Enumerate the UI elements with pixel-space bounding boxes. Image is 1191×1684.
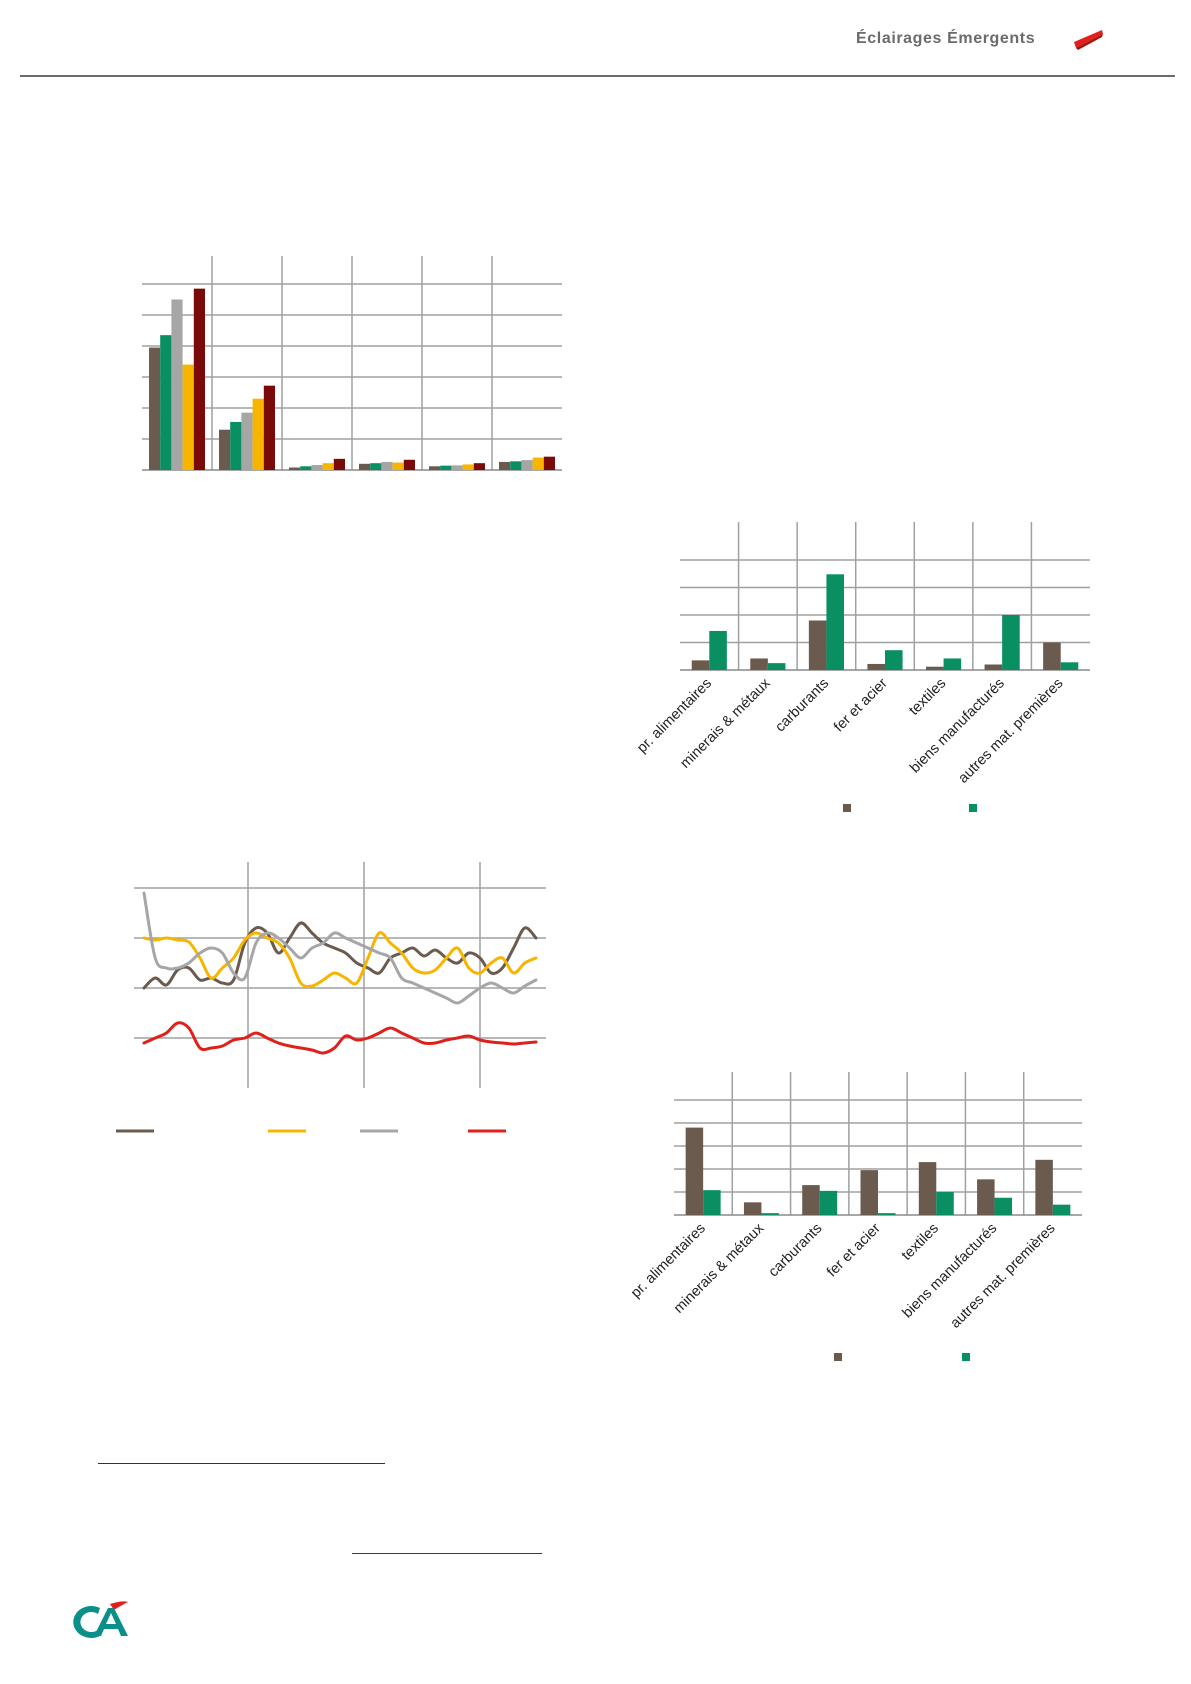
- bar: [761, 1213, 779, 1215]
- x-tick-label: autres mat. premières: [948, 1221, 1059, 1332]
- bar: [703, 1190, 721, 1215]
- bar: [926, 666, 944, 670]
- bar: [532, 457, 544, 470]
- bar: [977, 1179, 995, 1215]
- bar: [1002, 615, 1020, 670]
- bar: [149, 347, 161, 470]
- bar: [451, 465, 463, 470]
- series-line: [142, 891, 538, 1005]
- bar: [867, 663, 885, 670]
- legend-marker: [969, 804, 977, 812]
- bar: [241, 412, 253, 470]
- series-line: [142, 931, 538, 988]
- bar: [885, 650, 903, 670]
- bar: [429, 466, 441, 470]
- x-tick-label: minerais & métaux: [671, 1220, 768, 1317]
- bar: [160, 335, 172, 470]
- x-tick-label: fer et acier: [831, 675, 891, 735]
- x-tick-label: biens manufacturés: [907, 676, 1008, 777]
- bar: [311, 465, 323, 470]
- bar: [359, 463, 371, 470]
- bar: [819, 1190, 838, 1215]
- bar: [691, 660, 710, 670]
- x-tick-label: biens manufacturés: [900, 1221, 1001, 1322]
- series-line: [142, 1021, 538, 1055]
- bar: [936, 1192, 954, 1215]
- bar: [370, 463, 382, 470]
- x-tick-label: pr. alimentaires: [634, 676, 715, 757]
- x-tick-label: autres mat. premières: [955, 676, 1066, 787]
- bar: [473, 463, 485, 470]
- header-rule: [20, 75, 1175, 77]
- bar: [392, 462, 404, 470]
- bar: [499, 461, 511, 470]
- bar: [289, 467, 301, 470]
- bar: [984, 664, 1003, 670]
- bar: [743, 1202, 762, 1215]
- bar: [263, 385, 275, 470]
- credit-agricole-logo-icon: [73, 1601, 128, 1638]
- bar: [322, 463, 334, 470]
- link-underline[interactable]: [352, 1553, 542, 1554]
- header-title: Éclairages Émergents: [856, 30, 1036, 47]
- bar: [918, 1162, 937, 1215]
- bar: [252, 398, 264, 470]
- x-tick-label: textiles: [899, 1221, 942, 1264]
- bar: [1043, 642, 1061, 670]
- bar: [878, 1213, 896, 1215]
- bar: [193, 288, 205, 470]
- bar: [230, 421, 242, 470]
- footnote-separator: [98, 1463, 385, 1464]
- bar: [1035, 1159, 1053, 1215]
- bar: [826, 574, 844, 670]
- bar: [521, 460, 533, 470]
- bar: [709, 630, 727, 670]
- legend-marker: [834, 1353, 842, 1361]
- bar: [1060, 662, 1079, 670]
- x-tick-label: carburants: [772, 676, 832, 736]
- bar: [750, 658, 768, 670]
- bar: [171, 299, 183, 470]
- bar: [300, 466, 312, 470]
- x-tick-label: pr. alimentaires: [628, 1221, 709, 1302]
- series-line: [142, 921, 538, 990]
- bar: [403, 459, 415, 470]
- bar: [440, 465, 452, 470]
- bar: [994, 1197, 1013, 1215]
- bar: [462, 464, 474, 470]
- bar: [543, 456, 555, 470]
- x-tick-label: minerais & métaux: [677, 675, 774, 772]
- bar: [802, 1185, 820, 1215]
- bar: [219, 429, 231, 470]
- x-tick-label: fer et acier: [824, 1220, 884, 1280]
- bar: [808, 620, 827, 670]
- bar: [767, 663, 786, 670]
- bar: [182, 364, 194, 470]
- brand-swoosh-icon: [1074, 30, 1103, 50]
- bar: [510, 461, 522, 470]
- bar: [860, 1170, 878, 1215]
- bar: [381, 461, 393, 470]
- bar: [1052, 1204, 1071, 1215]
- legend-marker: [843, 804, 851, 812]
- bar: [943, 658, 962, 670]
- legend-marker: [962, 1353, 970, 1361]
- x-tick-label: textiles: [906, 676, 949, 719]
- x-tick-label: carburants: [766, 1221, 826, 1281]
- bar: [685, 1127, 704, 1215]
- bar: [333, 458, 345, 470]
